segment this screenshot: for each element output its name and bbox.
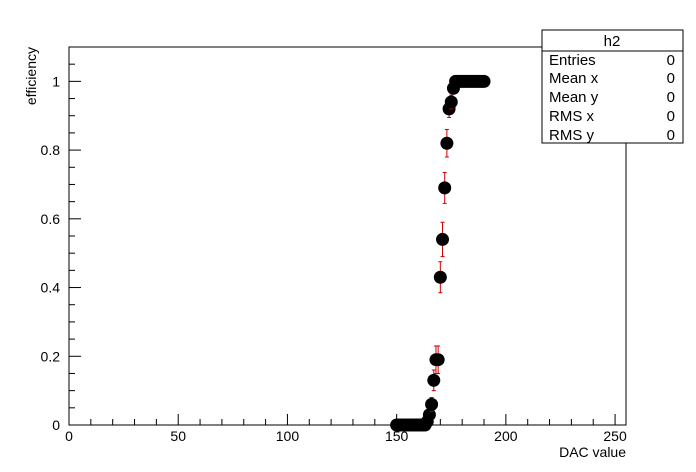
stats-value-entries: 0 bbox=[667, 52, 675, 69]
data-points bbox=[390, 74, 491, 432]
stats-label-rms-x: RMS x bbox=[549, 108, 595, 125]
x-tick-label-200: 200 bbox=[494, 428, 518, 444]
data-point bbox=[425, 397, 439, 411]
stats-box-frame bbox=[541, 29, 684, 144]
data-point bbox=[433, 270, 447, 284]
y-tick-label-1: 1 bbox=[52, 73, 60, 89]
x-axis-title: DAC value bbox=[559, 444, 626, 460]
stats-label-entries: Entries bbox=[549, 52, 596, 69]
x-tick-label-0: 0 bbox=[65, 428, 73, 444]
stats-value-rms-y: 0 bbox=[667, 127, 675, 144]
stats-value-mean-y: 0 bbox=[667, 89, 675, 106]
x-tick-label-150: 150 bbox=[385, 428, 409, 444]
y-tick-label-0-6: 0.6 bbox=[41, 211, 61, 227]
data-point bbox=[444, 95, 458, 109]
y-minor-ticks bbox=[69, 46, 75, 409]
stats-box: h2 Entries 0 Mean x 0 Mean y 0 RMS x 0 R… bbox=[541, 29, 684, 144]
stats-label-mean-x: Mean x bbox=[549, 70, 599, 87]
y-tick-label-0: 0 bbox=[52, 417, 60, 433]
data-point bbox=[427, 373, 441, 387]
y-tick-label-0-8: 0.8 bbox=[41, 142, 61, 158]
stats-box-title: h2 bbox=[604, 33, 621, 50]
x-axis: 0 50 100 150 200 250 DAC value bbox=[65, 414, 627, 460]
data-point bbox=[477, 74, 491, 88]
stats-value-rms-x: 0 bbox=[667, 108, 675, 125]
y-tick-label-0-2: 0.2 bbox=[41, 348, 61, 364]
y-axis-title: efficiency bbox=[23, 47, 39, 105]
data-point bbox=[440, 136, 454, 150]
y-tick-label-0-4: 0.4 bbox=[41, 280, 61, 296]
data-point bbox=[431, 353, 445, 367]
data-point bbox=[438, 181, 452, 195]
y-major-ticks bbox=[69, 80, 81, 426]
x-tick-label-100: 100 bbox=[276, 428, 300, 444]
y-axis: 0 0.2 0.4 0.6 0.8 1 efficiency bbox=[23, 46, 81, 433]
x-tick-label-250: 250 bbox=[603, 428, 627, 444]
x-tick-label-50: 50 bbox=[170, 428, 186, 444]
data-point bbox=[436, 232, 450, 246]
stats-label-rms-y: RMS y bbox=[549, 127, 595, 144]
stats-label-mean-y: Mean y bbox=[549, 89, 599, 106]
x-minor-ticks bbox=[90, 419, 594, 425]
stats-value-mean-x: 0 bbox=[667, 70, 675, 87]
x-major-ticks bbox=[68, 414, 616, 425]
